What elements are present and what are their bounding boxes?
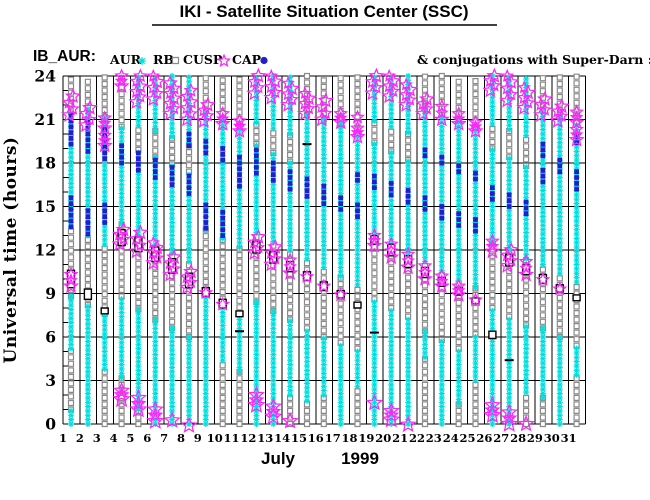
cap-series	[68, 112, 579, 238]
x-tick-label: 30	[544, 431, 560, 445]
x-tick-label: 16	[308, 431, 324, 445]
y-tick-label: 9	[45, 284, 56, 303]
y-tick-label: 18	[34, 154, 56, 173]
x-tick-label: 15	[291, 431, 307, 445]
x-tick-label: 24	[443, 431, 459, 445]
x-tick-label: 11	[223, 431, 239, 445]
x-tick-label: 4	[110, 431, 118, 445]
legend-aur-asterisk-icon	[138, 57, 146, 65]
page-title: IKI - Satellite Situation Center (SSC)	[179, 2, 468, 21]
x-axis-year-label: 1999	[341, 449, 379, 468]
x-tick-label: 28	[510, 431, 526, 445]
legend-prefix: IB_AUR:	[33, 48, 96, 65]
x-tick-label: 22	[409, 431, 425, 445]
x-tick-label: 18	[341, 431, 357, 445]
x-tick-label: 6	[143, 431, 151, 445]
x-tick-label: 14	[274, 431, 290, 445]
y-tick-label: 21	[34, 110, 56, 129]
cusp-series	[60, 67, 585, 433]
x-tick-label: 19	[358, 431, 374, 445]
legend-label-cusp: CUSP	[183, 52, 223, 67]
y-tick-label: 15	[34, 197, 56, 216]
x-tick-label: 12	[240, 431, 256, 445]
y-tick-label: 6	[45, 328, 56, 347]
y-tick-label: 12	[34, 241, 56, 260]
legend-label-rb: RB	[153, 52, 174, 67]
x-tick-label: 7	[160, 431, 168, 445]
y-axis-label: Universal time (hours)	[1, 137, 21, 364]
x-tick-label: 17	[325, 431, 341, 445]
legend-label-aur: AUR	[109, 52, 142, 67]
legend-label-cap: CAP	[232, 52, 262, 67]
x-tick-label: 3	[93, 431, 101, 445]
x-tick-label: 20	[375, 431, 391, 445]
legend-cusp-star-icon	[216, 53, 232, 68]
x-tick-label: 8	[177, 431, 185, 445]
x-tick-label: 13	[257, 431, 273, 445]
y-tick-label: 0	[45, 415, 56, 434]
x-tick-label: 2	[76, 431, 84, 445]
x-tick-label: 23	[426, 431, 442, 445]
x-tick-label: 27	[493, 431, 509, 445]
x-tick-label: 31	[561, 431, 577, 445]
x-tick-label: 25	[459, 431, 475, 445]
x-tick-label: 9	[194, 431, 202, 445]
x-tick-label: 29	[527, 431, 543, 445]
legend-cap-dot-icon	[260, 56, 268, 65]
y-tick-labels: 0 3 6 9 12 15 18 21 24	[34, 67, 56, 434]
legend-right-note: & conjugations with Super-Darn :	[417, 52, 650, 67]
legend-markers	[138, 53, 268, 68]
x-tick-label: 5	[126, 431, 134, 445]
legend-rb-square-icon	[171, 56, 180, 65]
x-axis-month-label: July	[261, 449, 296, 468]
x-tick-label: 21	[392, 431, 408, 445]
x-tick-labels: 1 2 3 4 5 6 7 8 9 10 11 12 13 14 15 16 17 18 19 20 21 22 23 24 2…	[59, 431, 577, 445]
x-tick-label: 1	[59, 431, 67, 445]
x-tick-label: 26	[476, 431, 492, 445]
dash-marks	[235, 143, 514, 362]
y-tick-label: 3	[45, 371, 56, 390]
y-tick-label: 24	[34, 67, 56, 86]
x-tick-label: 10	[207, 431, 223, 445]
